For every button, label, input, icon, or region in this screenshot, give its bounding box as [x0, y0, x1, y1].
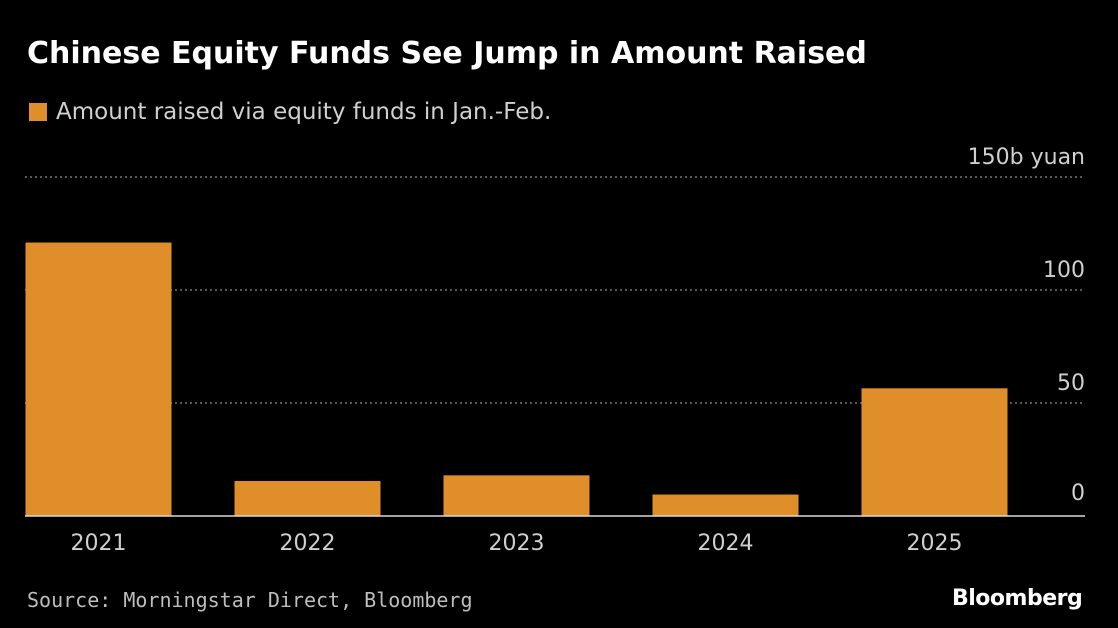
legend: Amount raised via equity funds in Jan.-F…	[29, 96, 551, 128]
y-tick-label: 0	[1071, 481, 1085, 506]
y-tick-label: 50	[1057, 371, 1085, 396]
y-tick-label: 100	[1043, 258, 1085, 283]
bar-2025	[861, 388, 1008, 516]
bar-2023	[443, 475, 590, 516]
y-tick-label: 150b yuan	[968, 145, 1085, 170]
bar-2021	[25, 242, 172, 517]
bar-2022	[234, 480, 381, 516]
x-tick-label: 2025	[907, 531, 963, 556]
legend-swatch	[29, 103, 47, 121]
chart-title: Chinese Equity Funds See Jump in Amount …	[27, 36, 867, 71]
bar-2024	[652, 494, 799, 516]
legend-label: Amount raised via equity funds in Jan.-F…	[56, 99, 552, 125]
x-tick-label: 2022	[280, 531, 336, 556]
bloomberg-logo: Bloomberg	[952, 586, 1083, 611]
x-tick-label: 2024	[698, 531, 754, 556]
x-tick-label: 2023	[489, 531, 545, 556]
source-note: Source: Morningstar Direct, Bloomberg	[27, 588, 473, 612]
x-tick-label: 2021	[71, 531, 127, 556]
